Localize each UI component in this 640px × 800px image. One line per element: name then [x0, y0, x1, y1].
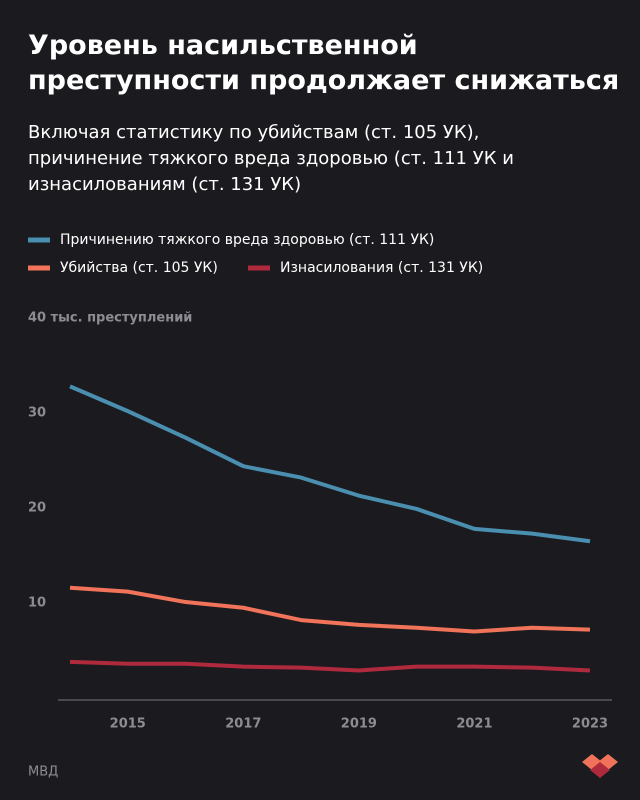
y-tick-label: 20 — [28, 501, 46, 516]
logo — [582, 754, 618, 778]
legend-label: Причинению тяжкого вреда здоровью (ст. 1… — [60, 232, 434, 248]
legend-label: Убийства (ст. 105 УК) — [60, 260, 218, 276]
chart-title: Уровень насильственной преступности прод… — [28, 30, 620, 96]
title-box: Уровень насильственной преступности прод… — [28, 30, 620, 96]
legend-label: Изнасилования (ст. 131 УК) — [280, 260, 483, 276]
x-tick-label: 2017 — [225, 717, 261, 732]
series-line — [69, 585, 591, 634]
y-tick-label: 10 — [28, 596, 46, 611]
x-tick-label: 2021 — [456, 717, 492, 732]
chart-subtitle: Включая статистику по убийствам (ст. 105… — [28, 122, 514, 195]
x-tick-label: 2023 — [572, 717, 608, 732]
y-tick-label: 30 — [28, 406, 46, 421]
y-tick-label: 40 тыс. преступлений — [28, 311, 192, 326]
source: МВД — [28, 765, 58, 780]
x-tick-label: 2015 — [110, 717, 146, 732]
subtitle-box: Включая статистику по убийствам (ст. 105… — [28, 122, 514, 195]
series-line — [69, 384, 591, 544]
series-line — [69, 659, 591, 673]
x-tick-label: 2019 — [341, 717, 377, 732]
